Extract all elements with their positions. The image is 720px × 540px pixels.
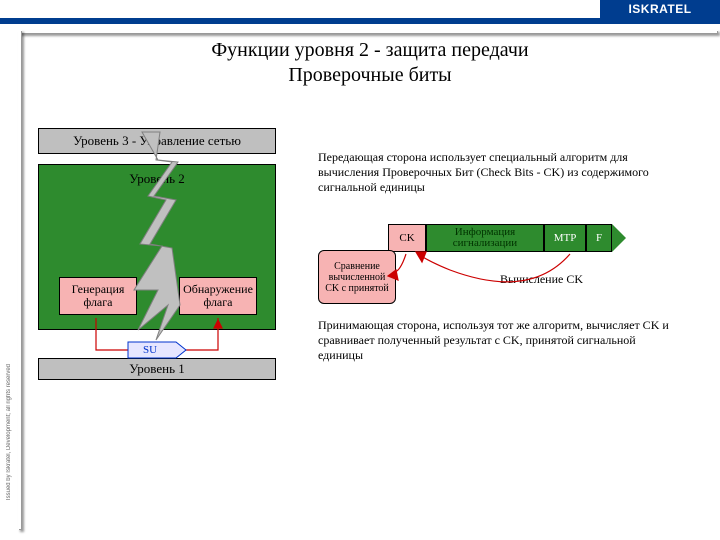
frame-top bbox=[18, 30, 718, 34]
title-line-2: Проверочные биты bbox=[30, 63, 710, 88]
level3-bar: Уровень 3 - Управление сетью bbox=[38, 128, 276, 154]
copyright-text: Issued by Iskratel, Development; all rig… bbox=[6, 364, 12, 500]
topbar-left bbox=[0, 0, 600, 18]
frame-left bbox=[18, 30, 22, 530]
paragraph-transmitter: Передающая сторона использует специальны… bbox=[318, 150, 678, 195]
brand-logo: ISKRATEL bbox=[600, 0, 720, 18]
flag-detection-box: Обнаружениефлага bbox=[179, 277, 257, 315]
packet-info: Информация сигнализации bbox=[426, 224, 544, 252]
calc-label: Вычисление CK bbox=[500, 272, 660, 287]
paragraph-receiver: Принимающая сторона, используя тот же ал… bbox=[318, 318, 678, 363]
packet-mtp: MTP bbox=[544, 224, 586, 252]
top-bar: ISKRATEL bbox=[0, 0, 720, 18]
packet-ck: CK bbox=[388, 224, 426, 252]
level1-bar: Уровень 1 bbox=[38, 358, 276, 380]
page-title: Функции уровня 2 - защита передачи Прове… bbox=[30, 38, 710, 88]
title-line-1: Функции уровня 2 - защита передачи bbox=[30, 38, 710, 63]
packet-diagram: CK Информация сигнализации MTP F bbox=[388, 224, 644, 252]
compare-box: Сравнение вычисленной CK с принятой bbox=[318, 250, 396, 304]
levels-diagram: Уровень 3 - Управление сетью Уровень 2 Г… bbox=[38, 128, 298, 408]
packet-arrow-tip bbox=[612, 224, 626, 252]
level2-box: Уровень 2 Генерацияфлага Обнаружениефлаг… bbox=[38, 164, 276, 330]
level2-label: Уровень 2 bbox=[39, 171, 275, 187]
packet-f: F bbox=[586, 224, 612, 252]
flag-generation-box: Генерацияфлага bbox=[59, 277, 137, 315]
top-stripe bbox=[0, 18, 720, 24]
